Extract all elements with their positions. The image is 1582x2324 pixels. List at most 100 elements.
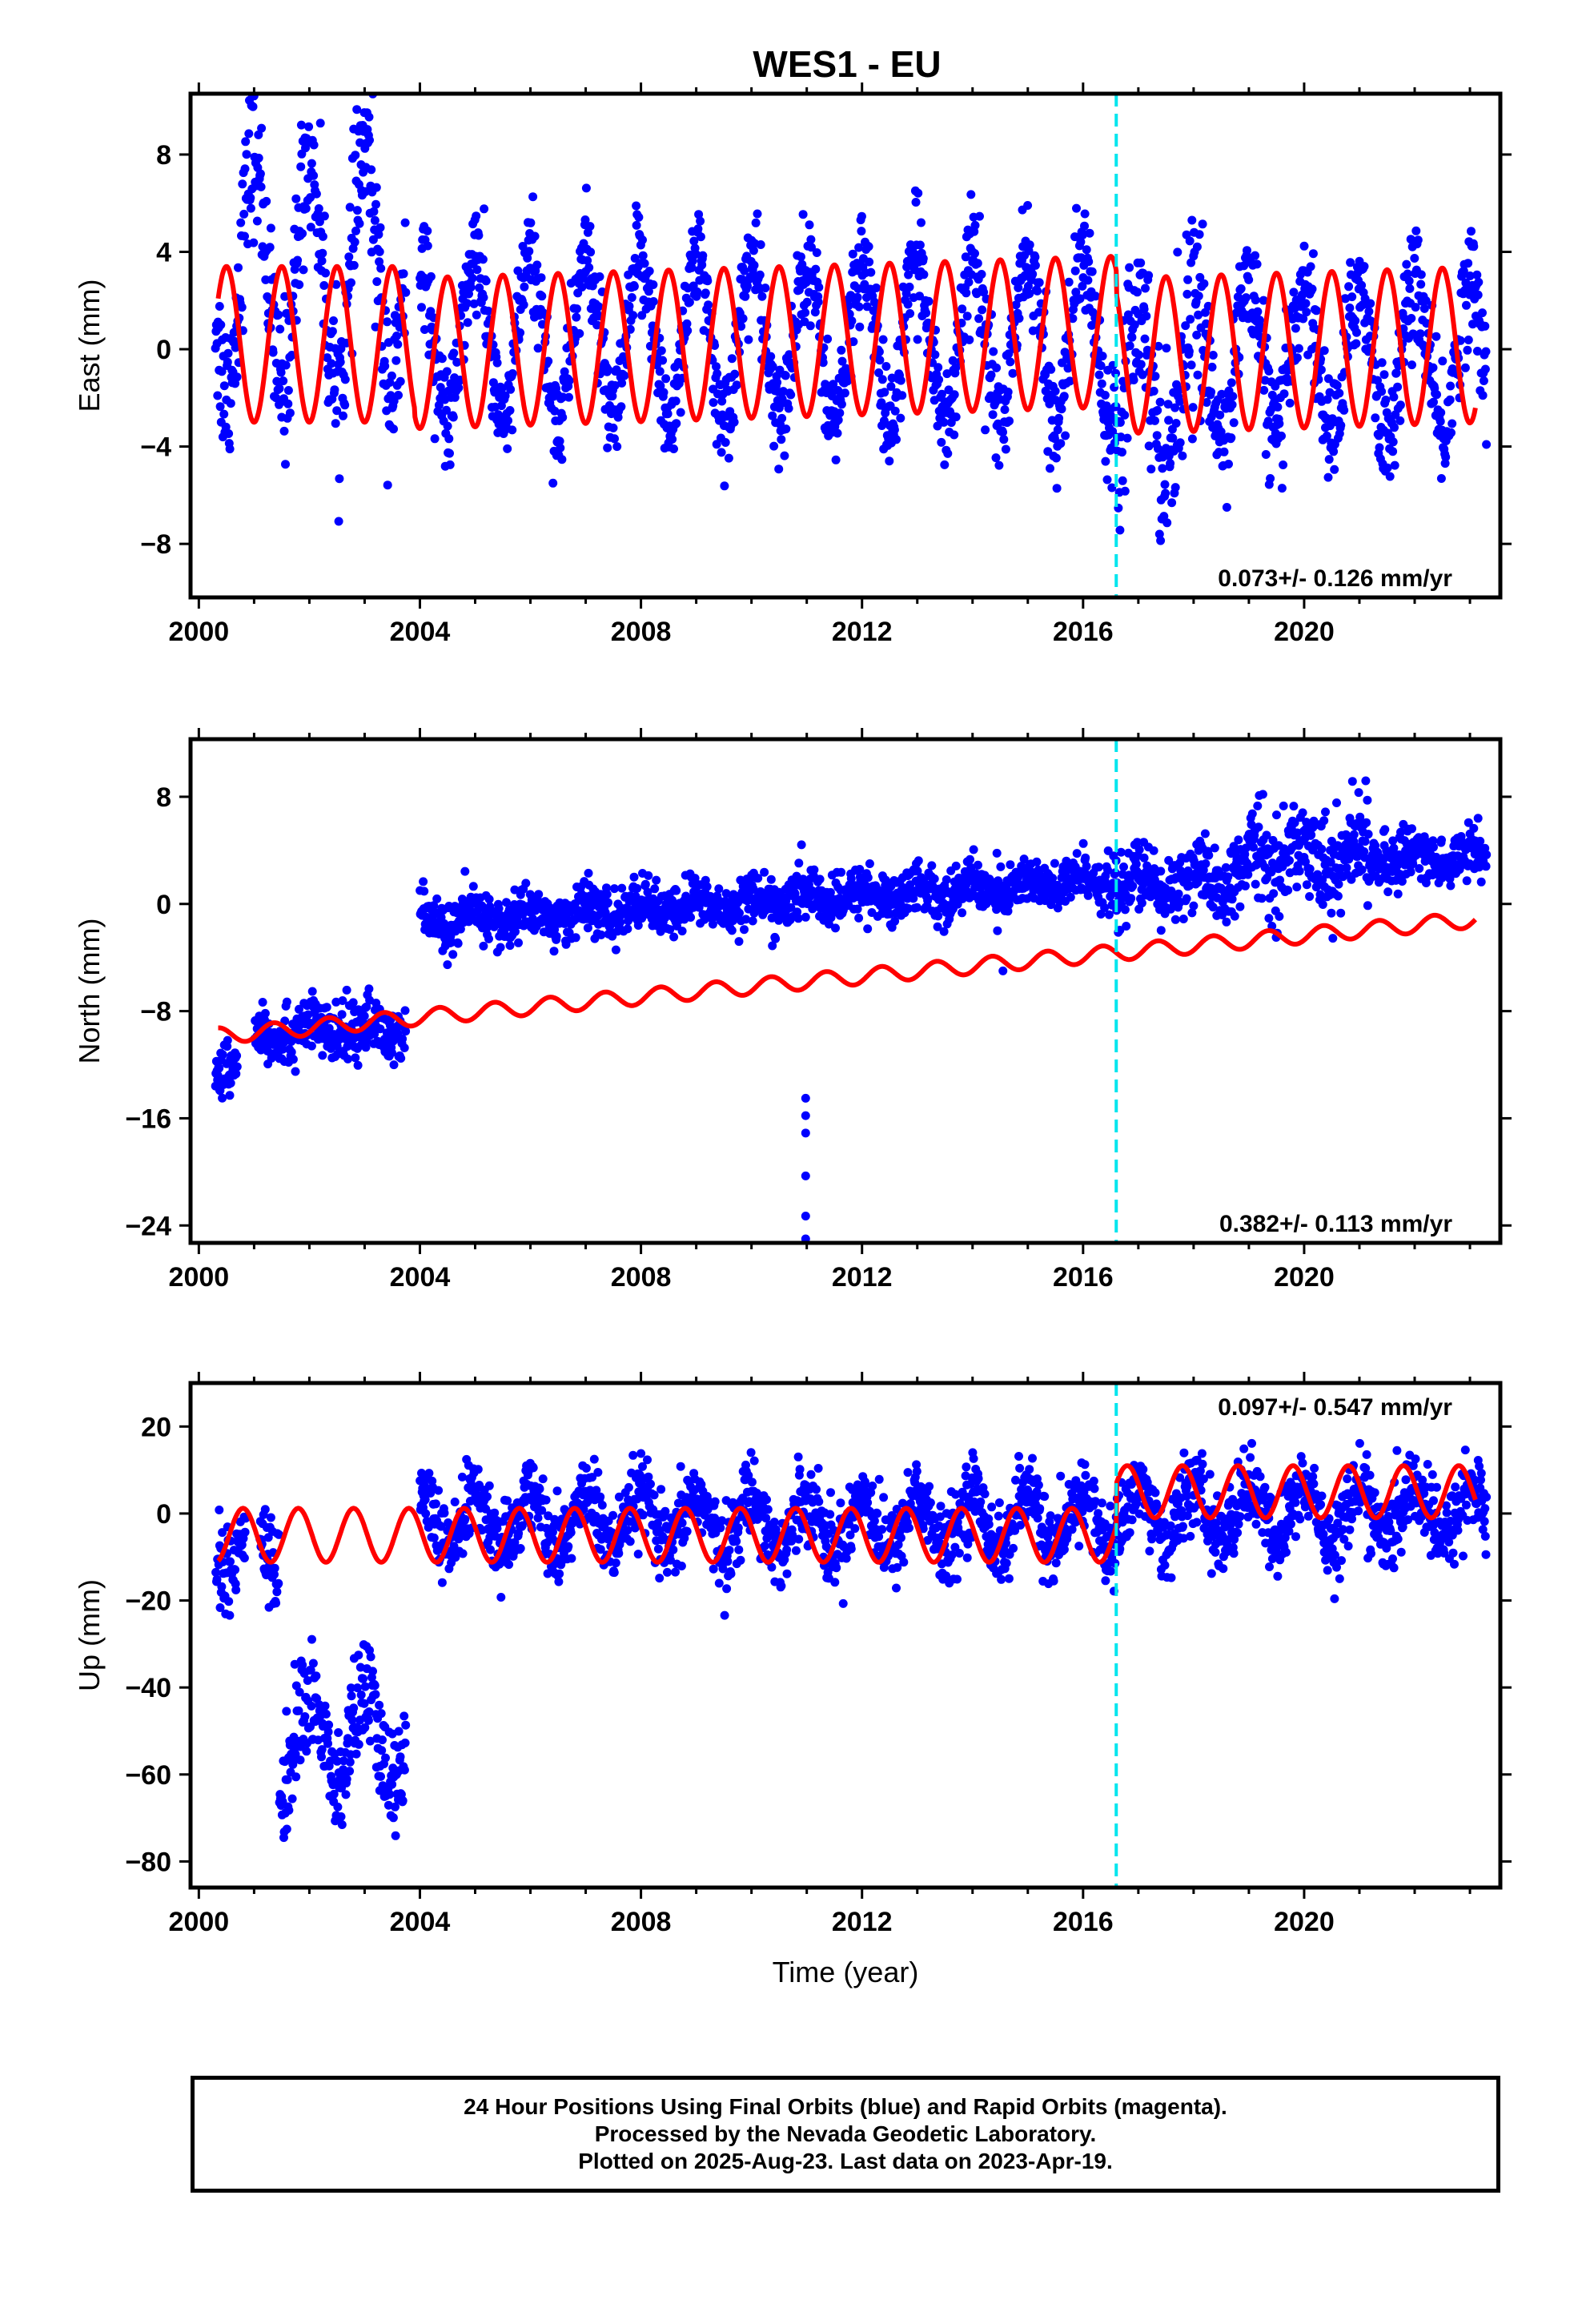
data-point: [927, 861, 937, 870]
data-point: [1065, 376, 1074, 386]
data-point: [266, 223, 275, 233]
data-point: [617, 378, 627, 388]
data-point: [831, 923, 840, 933]
data-point: [1063, 364, 1073, 373]
data-point: [740, 925, 749, 935]
data-point: [231, 1069, 241, 1079]
data-point: [686, 913, 696, 922]
data-point: [359, 1011, 369, 1021]
data-point: [580, 215, 590, 224]
data-point: [623, 924, 632, 934]
data-point: [564, 376, 574, 385]
data-point: [443, 421, 452, 431]
data-point: [616, 402, 626, 412]
data-point: [905, 282, 914, 292]
data-point: [364, 984, 374, 994]
data-point: [1136, 360, 1146, 369]
data-point: [240, 164, 250, 174]
data-point: [299, 265, 308, 275]
data-point: [376, 263, 386, 273]
data-point: [781, 424, 791, 434]
data-point: [1057, 404, 1066, 414]
data-point: [986, 370, 996, 380]
data-point: [223, 357, 232, 367]
data-point: [234, 263, 243, 272]
data-point: [766, 875, 776, 884]
data-point: [717, 396, 727, 406]
data-point: [307, 987, 317, 996]
data-point: [226, 399, 235, 408]
data-point: [934, 363, 943, 372]
data-point: [943, 448, 953, 458]
data-point: [510, 885, 520, 895]
data-point: [648, 297, 658, 306]
data-point: [224, 429, 234, 438]
data-point: [584, 263, 594, 272]
data-point: [544, 356, 553, 366]
data-point: [322, 1003, 331, 1012]
y-tick-label: 8: [156, 140, 171, 171]
data-point: [484, 895, 494, 904]
data-point: [1192, 242, 1202, 251]
data-point: [1120, 905, 1130, 915]
data-point: [634, 212, 644, 222]
data-point: [964, 277, 974, 287]
data-point: [1118, 448, 1126, 457]
data-point: [740, 266, 749, 275]
data-point: [364, 112, 374, 122]
data-point: [1464, 336, 1473, 344]
data-point: [866, 267, 876, 277]
data-point: [1251, 251, 1260, 260]
data-point: [801, 308, 810, 317]
plot-area-north: [211, 739, 1492, 1243]
data-point: [857, 211, 866, 221]
data-point: [583, 255, 592, 265]
data-point: [1101, 456, 1110, 466]
data-point: [532, 260, 542, 270]
data-point: [1473, 814, 1483, 823]
data-point: [1319, 816, 1329, 826]
data-point: [332, 1041, 342, 1051]
data-point: [743, 281, 752, 291]
data-point: [282, 1824, 291, 1834]
data-point: [1186, 360, 1196, 370]
data-point: [516, 328, 525, 337]
data-point: [777, 413, 787, 423]
plot-frame-east: [188, 91, 1503, 600]
data-point: [969, 845, 978, 854]
data-point: [644, 287, 653, 296]
data-point: [1078, 281, 1087, 291]
data-point: [572, 304, 581, 314]
data-point: [1150, 372, 1160, 381]
data-point: [676, 408, 685, 417]
data-point: [801, 912, 810, 922]
y-axis-title-north: North (mm): [73, 919, 106, 1064]
data-point: [713, 369, 722, 379]
data-point: [315, 119, 325, 128]
data-point: [1363, 795, 1372, 805]
data-point: [1194, 292, 1203, 301]
data-point: [1076, 237, 1086, 247]
data-point: [937, 437, 946, 447]
data-point: [610, 434, 619, 444]
data-point: [256, 182, 266, 191]
data-point: [400, 218, 410, 227]
data-point: [352, 105, 362, 115]
data-point: [468, 882, 478, 891]
data-point: [1011, 300, 1021, 310]
data-point: [1087, 267, 1097, 276]
data-point: [585, 222, 595, 231]
data-point: [375, 257, 384, 267]
data-point: [1204, 850, 1214, 860]
data-point: [557, 455, 567, 464]
data-point: [287, 1047, 296, 1057]
data-point: [1359, 262, 1369, 271]
data-point: [1317, 844, 1327, 854]
data-point: [805, 220, 814, 230]
data-point: [1462, 876, 1472, 886]
data-point: [274, 310, 283, 320]
data-point: [872, 283, 881, 292]
data-point: [1254, 822, 1263, 832]
data-point: [1275, 911, 1284, 921]
data-points-east: [211, 94, 1492, 545]
